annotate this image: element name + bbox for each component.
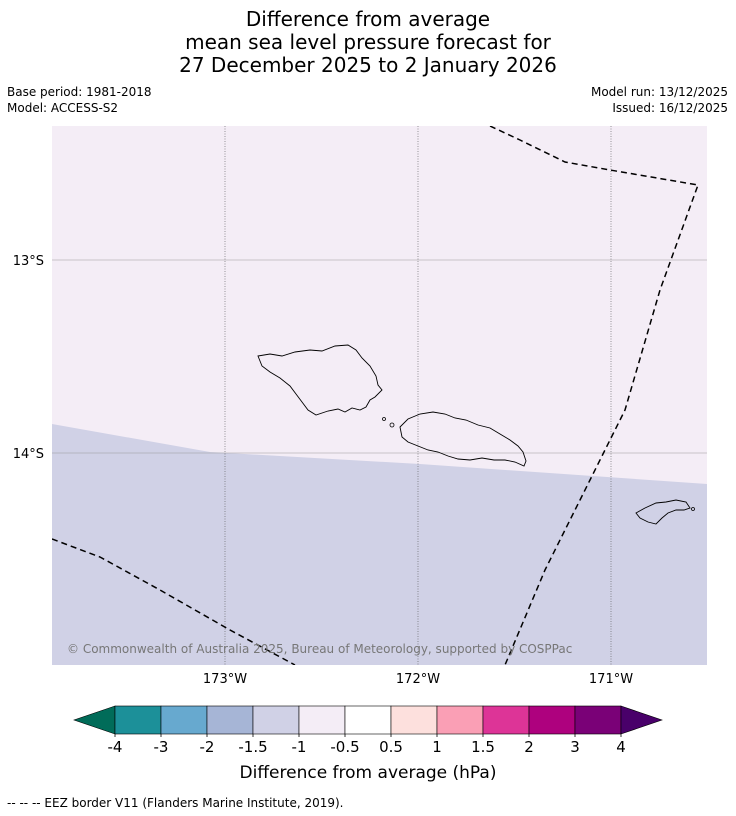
island-aunuu — [691, 507, 695, 511]
colorbar-tick-label: 1 — [432, 738, 442, 756]
eez-legend-text: -- -- -- EEZ border V11 (Flanders Marine… — [7, 796, 344, 810]
model-name: Model: ACCESS-S2 — [7, 101, 119, 115]
lon-label-173w: 173°W — [203, 672, 247, 687]
colorbar-swatch — [574, 705, 622, 735]
colorbar-tick-label: 2 — [524, 738, 534, 756]
island-savaii — [257, 344, 383, 416]
meta-left: Base period: 1981-2018 Model: ACCESS-S2 — [7, 84, 152, 116]
colorbar: -4 -3 -2 -1.5 -1 -0.5 0.5 1 1.5 2 3 4 — [73, 705, 663, 756]
colorbar-swatch — [298, 705, 346, 735]
colorbar-tick-label: -1 — [292, 738, 307, 756]
lat-label-13s: 13°S — [13, 254, 44, 269]
island-manono — [389, 422, 395, 428]
lon-label-172w: 172°W — [396, 672, 440, 687]
colorbar-swatch — [252, 705, 300, 735]
colorbar-tick-label: 4 — [616, 738, 626, 756]
colorbar-tick-label: -2 — [200, 738, 215, 756]
colorbar-swatch — [206, 705, 254, 735]
colorbar-swatch — [114, 705, 162, 735]
eez-border-southwest — [52, 538, 296, 665]
title-line-1: Difference from average — [245, 7, 491, 31]
anomaly-region-lower — [52, 424, 707, 665]
colorbar-tick-label: -0.5 — [330, 738, 359, 756]
map-area: © Commonwealth of Australia 2025, Bureau… — [52, 126, 707, 665]
title-line-2: mean sea level pressure forecast for — [185, 30, 551, 54]
colorbar-tick-label: 0.5 — [379, 738, 403, 756]
colorbar-tick-label: -4 — [108, 738, 123, 756]
colorbar-swatch — [390, 705, 438, 735]
issued-date: Issued: 16/12/2025 — [612, 101, 728, 115]
colorbar-label: Difference from average (hPa) — [240, 763, 497, 783]
island-tutuila — [635, 499, 691, 525]
colorbar-tick-label: 3 — [570, 738, 580, 756]
chart-title: Difference from average mean sea level p… — [0, 8, 736, 77]
copyright-text: © Commonwealth of Australia 2025, Bureau… — [67, 642, 572, 656]
colorbar-tick-label: -1.5 — [238, 738, 267, 756]
colorbar-extend-low — [73, 705, 116, 735]
colorbar-swatch — [528, 705, 576, 735]
island-apolima — [382, 417, 386, 421]
title-line-3: 27 December 2025 to 2 January 2026 — [179, 53, 557, 77]
colorbar-swatch — [160, 705, 208, 735]
colorbar-tick-label: 1.5 — [471, 738, 495, 756]
lon-label-171w: 171°W — [589, 672, 633, 687]
meta-right: Model run: 13/12/2025 Issued: 16/12/2025 — [591, 84, 728, 116]
island-upolu — [399, 411, 527, 467]
base-period: Base period: 1981-2018 — [7, 85, 152, 99]
eez-border-east — [489, 126, 700, 665]
colorbar-tick-label: -3 — [154, 738, 169, 756]
colorbar-swatch — [344, 705, 392, 735]
colorbar-extend-high — [620, 705, 663, 735]
colorbar-swatch — [482, 705, 530, 735]
colorbar-swatch — [436, 705, 484, 735]
lat-label-14s: 14°S — [13, 447, 44, 462]
model-run: Model run: 13/12/2025 — [590, 85, 728, 99]
